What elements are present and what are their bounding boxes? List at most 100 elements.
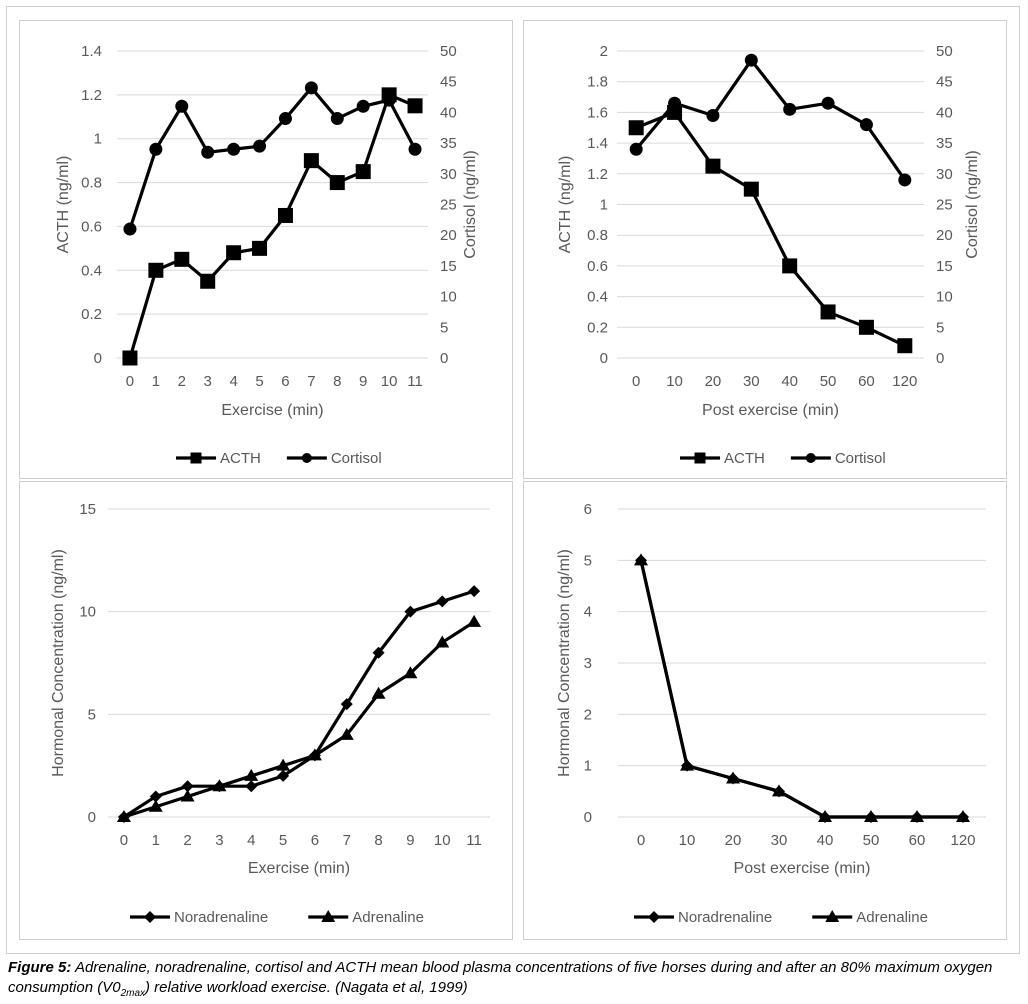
caption-label: Figure 5: [8,959,72,976]
data-point-adrenaline [864,810,878,822]
data-point-cortisol [278,112,292,126]
legend-marker-noradrenaline [144,911,156,923]
legend-label-adrenaline: Adrenaline [352,909,424,926]
x-tick-label: 0 [637,832,645,849]
data-point-adrenaline [371,686,386,699]
y2-tick-label: 25 [936,197,953,214]
data-point-acth [897,338,913,354]
data-point-cortisol [149,142,163,156]
x-axis-title: Exercise (min) [248,860,350,877]
data-point-acth [329,175,345,191]
legend-label-noradrenaline: Noradrenaline [678,909,772,926]
x-tick-label: 4 [247,832,255,849]
data-point-acth [705,158,721,174]
legend-marker-acth [190,452,202,464]
data-point-adrenaline [276,758,291,771]
y-tick-label: 0 [88,809,96,826]
y-tick-label: 1 [94,131,102,148]
y2-axis-title: Cortisol (ng/ml) [964,150,981,258]
y-tick-label: 2 [600,43,608,60]
legend: Noradrenaline Adrenaline [634,909,928,926]
y2-tick-label: 10 [440,289,457,306]
series-adrenaline [116,614,482,822]
series-line-noradrenaline [123,589,475,819]
series-acth [628,104,913,354]
legend-label-cortisol: Cortisol [331,450,382,467]
data-point-adrenaline [956,810,970,822]
x-tick-label: 120 [950,832,975,849]
legend-marker-noradrenaline [648,911,660,923]
y-tick-label: 1.2 [587,166,608,183]
y-tick-label: 0.6 [81,218,102,235]
data-point-cortisol [356,99,370,113]
data-point-noradrenaline [277,769,290,782]
y2-tick-label: 45 [936,74,953,91]
gridlines [618,508,986,818]
figure-frame: 0 0.2 0.4 0.6 0.8 1 1.2 1.4 0 5 10 15 20 25 30 35 40 45 50… [6,6,1020,954]
x-tick-label: 1 [152,832,160,849]
series-adrenaline [634,553,970,822]
data-point-cortisol [253,139,267,153]
data-point-cortisol [706,108,720,122]
x-tick-label: 9 [406,832,414,849]
data-point-noradrenaline [149,790,162,803]
x-axis-title: Post exercise (min) [734,860,871,877]
series-line-adrenaline [639,559,963,819]
y-tick-label: 1 [584,758,592,775]
data-point-acth [174,251,190,267]
y2-tick-label: 30 [440,166,457,183]
x-tick-label: 7 [343,832,351,849]
series-cortisol [629,53,912,187]
data-point-acth [743,181,759,197]
x-tick-label: 8 [374,832,382,849]
data-point-cortisol [821,96,835,110]
x-tick-label: 3 [215,832,223,849]
data-point-acth [148,262,164,278]
y2-tick-label: 45 [440,74,457,91]
data-point-noradrenaline [436,595,449,608]
y2-tick-label: 0 [936,350,944,367]
data-point-acth [355,164,371,180]
y-axis-title: ACTH (ng/ml) [557,156,574,254]
data-point-adrenaline [148,799,163,812]
y2-tick-label: 30 [936,166,953,183]
legend: Noradrenaline Adrenaline [130,909,424,926]
data-point-adrenaline [818,810,832,822]
data-point-acth [303,153,319,169]
y2-axis-title: Cortisol (ng/ml) [462,150,479,258]
chart-svg: 0 5 10 15 0 1 2 3 4 5 6 7 8 9 10 11 Exercise (min) Hormon… [50,501,490,926]
y-tick-label: 5 [584,552,592,569]
x-tick-label: 40 [817,832,834,849]
data-point-adrenaline [116,810,131,822]
x-tick-label: 11 [466,832,482,849]
y-tick-label: 1.8 [587,74,608,91]
x-tick-label: 20 [705,373,722,390]
y-tick-label: 1.6 [587,104,608,121]
chart-svg: 00.20.40.60.811.21.41.61.820510152025303… [557,43,981,467]
x-tick-label: 30 [771,832,788,849]
legend-label-noradrenaline: Noradrenaline [174,909,268,926]
series-line-adrenaline [123,620,475,819]
y2-tick-label: 15 [936,258,953,275]
y-tick-label: 0.4 [587,289,608,306]
y-tick-label: 0.6 [587,258,608,275]
y2-tick-label: 25 [440,197,457,214]
data-point-cortisol [859,118,873,132]
data-point-cortisol [304,81,318,95]
chart-svg: 00.20.40.60.811.21.405101520253035404550… [55,43,479,467]
x-tick-label: 50 [820,373,837,390]
x-tick-label: 40 [781,373,798,390]
caption-subscript: 2max [120,988,146,999]
y-tick-label: 3 [584,655,592,672]
legend-label-adrenaline: Adrenaline [856,909,928,926]
data-point-cortisol [330,112,344,126]
y-tick-label: 15 [79,501,96,518]
x-tick-label: 0 [126,373,134,390]
x-tick-label: 9 [359,373,367,390]
legend: ACTH Cortisol [176,450,382,467]
x-tick-label: 0 [120,832,128,849]
legend-label-acth: ACTH [724,450,765,467]
data-point-adrenaline [403,666,418,679]
y2-tick-label: 10 [936,289,953,306]
